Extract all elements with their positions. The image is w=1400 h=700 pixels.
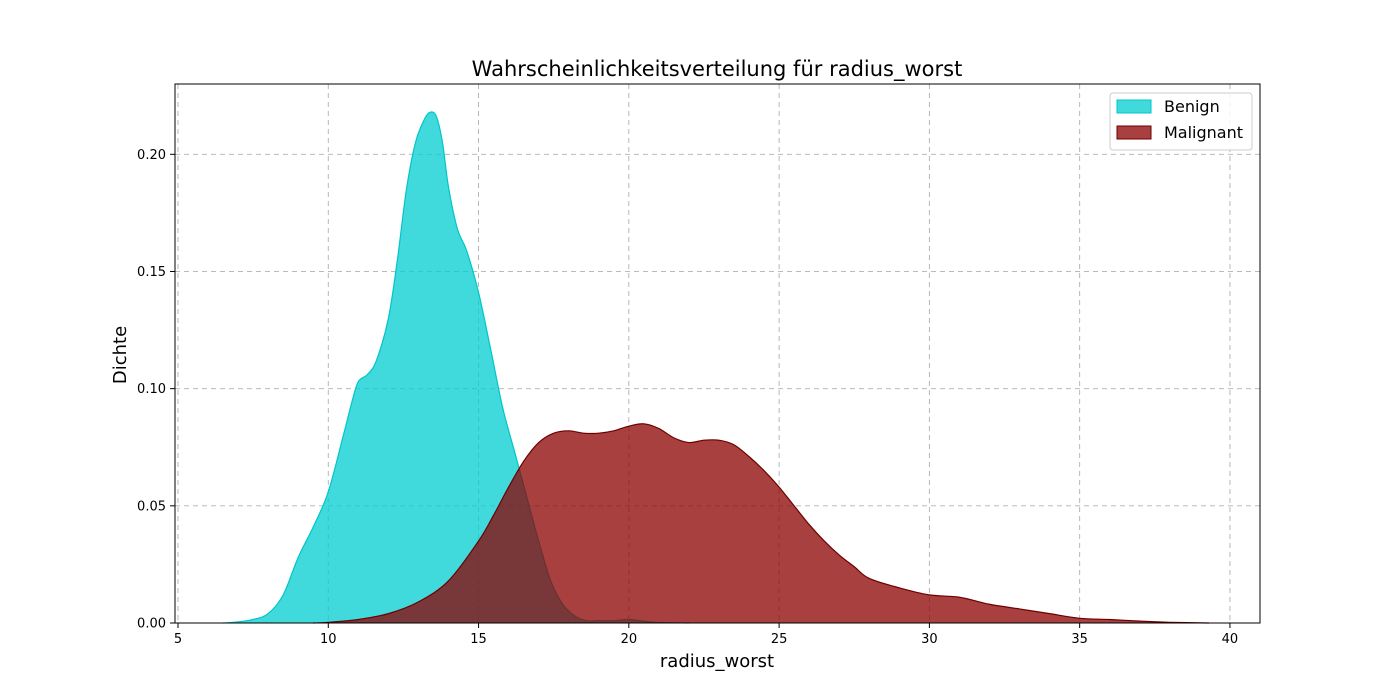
y-tick-label: 0.15 [137, 265, 166, 280]
x-tick-label: 30 [921, 632, 938, 647]
x-axis-label: radius_worst [660, 651, 774, 672]
x-tick-label: 5 [174, 632, 182, 647]
legend-swatch-benign [1116, 99, 1152, 114]
legend-label-benign: Benign [1164, 97, 1220, 116]
x-tick-label: 15 [470, 632, 487, 647]
malignant-density-area [313, 423, 1209, 623]
x-tick-label: 35 [1071, 632, 1088, 647]
benign-density-area [223, 111, 689, 624]
legend-label-malignant: Malignant [1164, 123, 1243, 142]
y-tick-label: 0.10 [137, 382, 166, 397]
plot-frame [174, 83, 1261, 624]
y-axis-label: Dichte [110, 326, 131, 384]
y-axis: 0.00 0.05 0.10 0.15 0.20 [137, 148, 175, 632]
y-tick-label: 0.20 [137, 148, 166, 163]
x-tick-label: 10 [320, 632, 337, 647]
y-tick-label: 0.05 [137, 499, 166, 514]
density-areas [223, 111, 1209, 624]
legend: Benign Malignant [1109, 92, 1253, 151]
x-tick-label: 25 [771, 632, 788, 647]
legend-swatch-malignant [1116, 125, 1152, 140]
y-tick-label: 0.00 [137, 617, 166, 632]
x-tick-label: 40 [1222, 632, 1239, 647]
x-axis: 5 10 15 20 25 30 35 40 [174, 623, 1238, 647]
malignant-density-line [313, 423, 1209, 624]
x-tick-label: 20 [621, 632, 638, 647]
chart-title: Wahrscheinlichkeitsverteilung für radius… [472, 57, 963, 82]
